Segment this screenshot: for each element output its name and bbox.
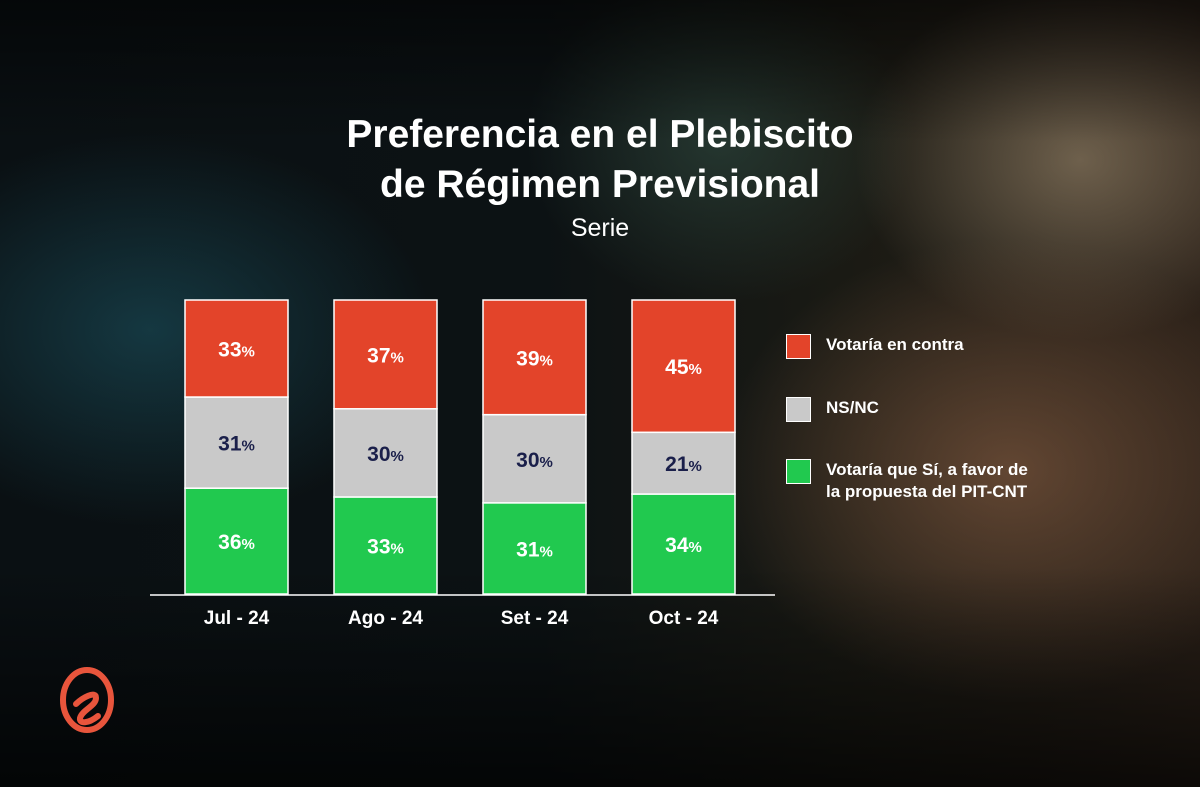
data-label-suffix: % xyxy=(689,539,702,556)
x-tick-label-4: Oct - 24 xyxy=(649,608,719,629)
e-letter-logo-icon xyxy=(60,667,114,733)
data-label-contra-4: 45% xyxy=(665,356,702,379)
data-label-nsnc-1: 31% xyxy=(218,433,255,456)
data-label-suffix: % xyxy=(242,344,255,361)
bar-nsnc-4 xyxy=(631,431,736,495)
chart-title: Preferencia en el Plebiscito de Régimen … xyxy=(200,110,1000,210)
data-label-si-4: 34% xyxy=(665,534,702,557)
legend-label-nsnc: NS/NC xyxy=(826,398,879,417)
bar-si-3 xyxy=(482,502,587,595)
bar-contra-3 xyxy=(482,299,587,416)
data-label-nsnc-4: 21% xyxy=(665,453,702,476)
bar-contra-2 xyxy=(333,299,438,410)
data-label-suffix: % xyxy=(391,349,404,366)
data-label-nsnc-2: 30% xyxy=(367,443,404,466)
legend-label-contra: Votaría en contra xyxy=(826,335,964,354)
legend-swatch-contra xyxy=(786,334,811,359)
chart-title-line-2: de Régimen Previsional xyxy=(380,163,820,206)
legend-swatch-nsnc xyxy=(786,397,811,422)
data-label-contra-1: 33% xyxy=(218,339,255,362)
data-label-suffix: % xyxy=(540,454,553,471)
data-label-contra-2: 37% xyxy=(367,344,404,367)
bar-si-2 xyxy=(333,496,438,595)
legend-label-si: Votaría que Sí, a favor de la propuesta … xyxy=(826,460,1028,501)
data-label-suffix: % xyxy=(242,536,255,553)
data-label-suffix: % xyxy=(391,448,404,465)
data-label-suffix: % xyxy=(391,540,404,557)
data-label-si-1: 36% xyxy=(218,531,255,554)
bar-nsnc-2 xyxy=(333,408,438,498)
legend-item-si: Votaría que Sí, a favor de la propuesta … xyxy=(786,459,1126,503)
bar-nsnc-1 xyxy=(184,396,289,489)
bar-contra-1 xyxy=(184,299,289,398)
x-tick-label-1: Jul - 24 xyxy=(204,608,270,629)
x-tick-label-3: Set - 24 xyxy=(501,608,569,629)
data-label-suffix: % xyxy=(242,438,255,455)
legend-item-nsnc: NS/NC xyxy=(786,397,1126,422)
bar-contra-4 xyxy=(631,299,736,434)
data-label-si-3: 31% xyxy=(516,538,553,561)
data-label-si-2: 33% xyxy=(367,535,404,558)
data-label-nsnc-3: 30% xyxy=(516,449,553,472)
bar-si-1 xyxy=(184,487,289,595)
x-tick-label-2: Ago - 24 xyxy=(348,608,423,629)
legend-item-contra: Votaría en contra xyxy=(786,334,1126,359)
data-label-suffix: % xyxy=(689,458,702,475)
chart-subtitle: Serie xyxy=(570,214,630,242)
data-label-contra-3: 39% xyxy=(516,347,553,370)
bar-si-4 xyxy=(631,493,736,595)
chart-title-line-1: Preferencia en el Plebiscito xyxy=(346,113,854,156)
legend-swatch-si xyxy=(786,459,811,484)
data-label-suffix: % xyxy=(540,543,553,560)
data-label-suffix: % xyxy=(540,352,553,369)
data-label-suffix: % xyxy=(689,361,702,378)
